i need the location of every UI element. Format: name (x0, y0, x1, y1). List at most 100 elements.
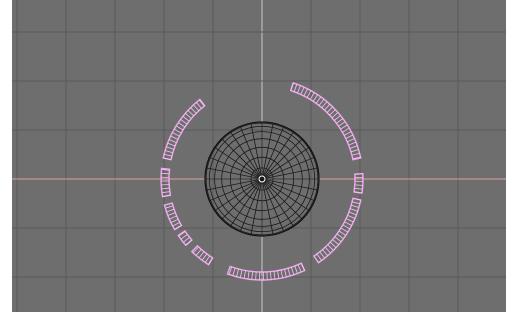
ring-tick (183, 236, 190, 243)
sphere-pole (258, 175, 266, 183)
ring-tick (348, 141, 357, 146)
sphere-meridian (261, 178, 285, 232)
ring-tick (193, 104, 200, 112)
sphere-meridian (261, 178, 310, 212)
ring-segment (226, 262, 306, 281)
ring-tick (319, 251, 326, 259)
ring-tick (166, 146, 174, 150)
ring-tick (164, 150, 173, 154)
ring-tick (293, 84, 298, 92)
sphere-meridian (261, 178, 295, 227)
ring-tick (195, 102, 202, 109)
sphere-meridian (221, 138, 263, 180)
sphere-meridian (214, 178, 263, 212)
ring-tick (178, 231, 186, 237)
ring-tick (172, 222, 180, 227)
ring-tick (354, 191, 363, 194)
sphere-meridian (261, 146, 310, 180)
ring-tick (169, 215, 177, 220)
ring-tick (284, 269, 287, 278)
ring-tick (228, 266, 233, 275)
ring-tick (318, 98, 325, 106)
ring-tick (327, 244, 334, 251)
ring-tick (280, 269, 284, 278)
ring-tick (312, 94, 318, 102)
ring-segment (177, 230, 193, 247)
ring-tick (321, 101, 328, 109)
ring-segment (190, 244, 214, 266)
ring-tick (270, 271, 272, 280)
ring-tick (232, 267, 236, 276)
ring-tick (297, 85, 301, 94)
ring-tick (348, 211, 357, 216)
ring-tick (344, 221, 352, 226)
ring-tick (340, 124, 348, 130)
sphere-meridian (261, 178, 318, 191)
ring-tick (354, 184, 363, 186)
ring-segment (313, 197, 362, 264)
ring-tick (329, 241, 337, 248)
ring-tick (174, 225, 182, 230)
ring-tick (294, 265, 298, 274)
sphere-meridian (250, 178, 263, 235)
ring-tick (255, 271, 257, 280)
sphere-meridian (261, 138, 303, 180)
sphere-meridian (261, 156, 315, 180)
sphere-meridian (206, 167, 263, 180)
ring-tick (178, 122, 186, 128)
ring-tick (204, 255, 211, 263)
ring-tick (351, 204, 360, 208)
ring-tick (352, 201, 361, 205)
ring-tick (190, 107, 197, 114)
ring-tick (161, 191, 170, 194)
ring-tick (175, 125, 184, 131)
sphere-meridian (261, 178, 274, 235)
sphere-meridian (261, 167, 318, 180)
ring-tick (187, 110, 195, 117)
ring-tick (290, 82, 294, 91)
ring-tick (347, 138, 355, 143)
ring-tick (290, 267, 295, 275)
ring-tick (251, 271, 253, 280)
ring-tick (239, 269, 243, 278)
ring-tick (172, 132, 180, 137)
ring-tick (329, 109, 336, 116)
ring-tick (198, 99, 205, 107)
ring-tick (173, 128, 182, 134)
ring-tick (165, 205, 174, 209)
ring-tick (349, 145, 358, 149)
sphere-meridian (229, 178, 263, 227)
sphere-meridian (261, 178, 315, 202)
ring-tick (167, 212, 176, 216)
ring-tick (236, 268, 239, 277)
ring-segment (160, 167, 172, 198)
ring-tick (324, 246, 331, 254)
sphere-meridian (206, 178, 263, 191)
ring-tick (167, 142, 176, 147)
ring-tick (309, 92, 315, 100)
3d-viewport[interactable] (12, 0, 506, 312)
ring-tick (345, 134, 354, 139)
ring-tick (201, 253, 208, 261)
ring-tick (192, 246, 199, 254)
ring-tick (326, 106, 333, 113)
ring-tick (322, 249, 329, 256)
ring-tick (185, 112, 192, 119)
wire-sphere (204, 121, 320, 237)
ring-tick (300, 87, 305, 95)
ring-tick (340, 227, 349, 233)
ring-tick (247, 271, 250, 280)
ring-tick (336, 233, 344, 239)
sphere-meridian (261, 131, 295, 180)
ring-tick (347, 214, 356, 219)
ring-tick (170, 135, 179, 140)
ring-tick (306, 90, 312, 98)
ring-tick (180, 119, 188, 125)
ring-tick (350, 149, 359, 153)
sphere-meridian (261, 178, 303, 220)
ring-tick (161, 169, 170, 171)
ring-tick (315, 96, 322, 104)
ring-tick (185, 239, 193, 246)
ring-segment (163, 202, 183, 231)
